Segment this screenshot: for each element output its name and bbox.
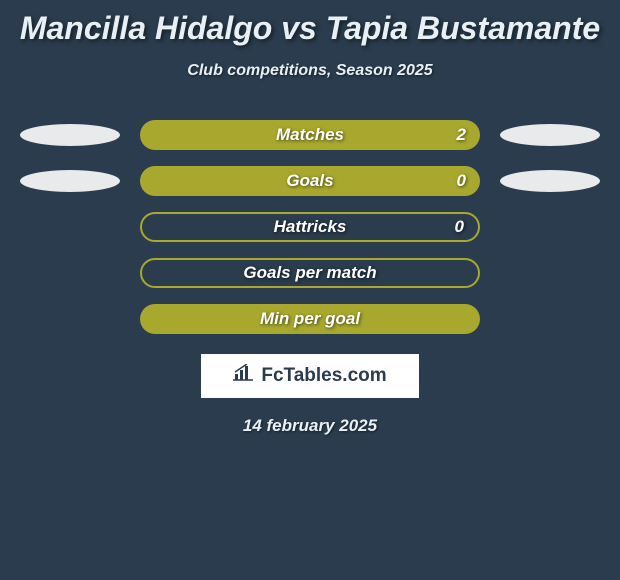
left-ellipse	[20, 124, 120, 146]
stat-label: Matches	[276, 125, 344, 145]
stat-label: Goals per match	[243, 263, 376, 283]
logo-text: FcTables.com	[233, 364, 386, 388]
logo-label: FcTables.com	[261, 365, 386, 387]
stat-value: 0	[457, 171, 466, 191]
stat-bar: Goals per match	[140, 258, 480, 288]
stat-value: 0	[455, 217, 464, 237]
right-ellipse	[500, 170, 600, 192]
stats-container: Matches 2 Goals 0 Hattricks 0 Goals per …	[0, 120, 620, 334]
stat-label: Min per goal	[260, 309, 360, 329]
stat-row-min-per-goal: Min per goal	[0, 304, 620, 334]
stat-label: Goals	[286, 171, 333, 191]
stat-row-hattricks: Hattricks 0	[0, 212, 620, 242]
date-text: 14 february 2025	[0, 416, 620, 436]
comparison-title: Mancilla Hidalgo vs Tapia Bustamante	[0, 0, 620, 47]
stat-bar: Matches 2	[140, 120, 480, 150]
comparison-subtitle: Club competitions, Season 2025	[0, 62, 620, 80]
stat-bar: Hattricks 0	[140, 212, 480, 242]
left-ellipse	[20, 170, 120, 192]
stat-row-goals-per-match: Goals per match	[0, 258, 620, 288]
stat-label: Hattricks	[274, 217, 347, 237]
stat-value: 2	[457, 125, 466, 145]
logo-box: FcTables.com	[201, 354, 419, 398]
chart-icon	[233, 364, 255, 388]
stat-row-goals: Goals 0	[0, 166, 620, 196]
right-ellipse	[500, 124, 600, 146]
stat-row-matches: Matches 2	[0, 120, 620, 150]
stat-bar: Goals 0	[140, 166, 480, 196]
stat-bar: Min per goal	[140, 304, 480, 334]
